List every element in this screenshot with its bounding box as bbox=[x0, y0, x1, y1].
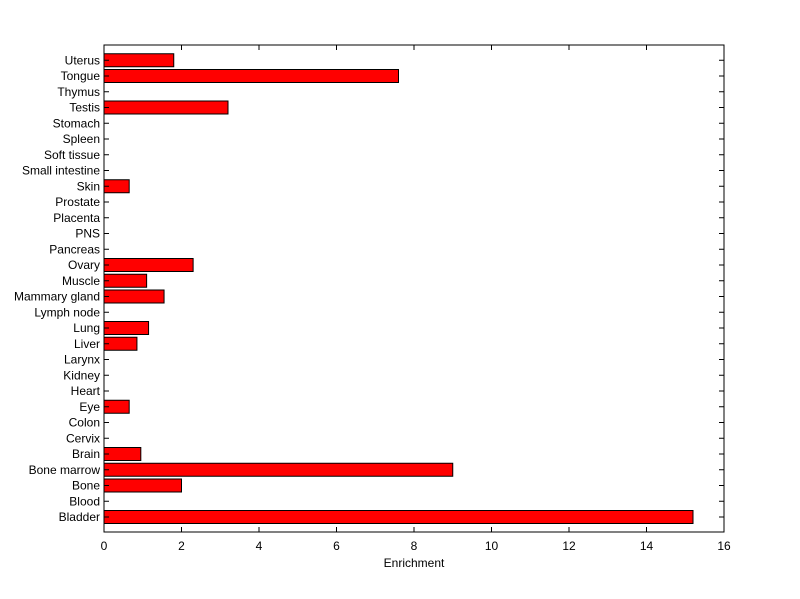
x-tick-label: 2 bbox=[178, 539, 185, 553]
bar-muscle bbox=[103, 273, 148, 288]
y-tick-label: Bladder bbox=[59, 510, 100, 524]
x-tick-label: 4 bbox=[256, 539, 263, 553]
y-tick-label: Liver bbox=[74, 337, 100, 351]
y-tick-label: Bone bbox=[72, 479, 100, 493]
y-tick-label: Cervix bbox=[66, 431, 100, 445]
bar-brain bbox=[103, 447, 142, 461]
x-tick-label: 16 bbox=[717, 539, 731, 553]
x-axis-label: Enrichment bbox=[384, 556, 445, 570]
bar-ovary bbox=[103, 258, 194, 272]
y-tick-label: Kidney bbox=[63, 368, 100, 382]
y-tick-label: Eye bbox=[79, 400, 100, 414]
bar-tongue bbox=[103, 69, 399, 83]
plot-area bbox=[104, 45, 724, 532]
y-tick-label: Brain bbox=[72, 447, 100, 461]
y-tick-label: Testis bbox=[69, 101, 100, 115]
y-tick-label: Skin bbox=[77, 179, 100, 193]
bar-bladder bbox=[103, 510, 694, 524]
y-tick-label: Stomach bbox=[53, 116, 100, 130]
y-tick-label: Spleen bbox=[63, 132, 100, 146]
y-tick-label: Bone marrow bbox=[29, 463, 101, 477]
y-tick-label: Lung bbox=[73, 321, 100, 335]
bar-uterus bbox=[103, 53, 175, 68]
x-tick-label: 10 bbox=[485, 539, 499, 553]
x-tick-label: 6 bbox=[333, 539, 340, 553]
y-tick-label: Thymus bbox=[57, 85, 100, 99]
bar-testis bbox=[103, 100, 229, 115]
y-tick-label: Colon bbox=[69, 416, 100, 430]
y-tick-label: Mammary gland bbox=[14, 290, 100, 304]
y-tick-label: Heart bbox=[71, 384, 101, 398]
y-tick-label: Pancreas bbox=[49, 242, 100, 256]
bar-mammary-gland bbox=[103, 289, 165, 304]
y-tick-label: Uterus bbox=[65, 53, 100, 67]
y-tick-label: Prostate bbox=[55, 195, 100, 209]
y-tick-label: Larynx bbox=[64, 353, 100, 367]
bar-bone-marrow bbox=[103, 462, 454, 477]
bar-lung bbox=[103, 321, 150, 335]
y-tick-label: PNS bbox=[75, 227, 100, 241]
y-tick-label: Blood bbox=[69, 494, 100, 508]
x-tick-label: 8 bbox=[411, 539, 418, 553]
y-tick-label: Small intestine bbox=[22, 164, 100, 178]
bar-bone bbox=[103, 478, 182, 493]
y-tick-label: Lymph node bbox=[34, 305, 100, 319]
y-tick-label: Soft tissue bbox=[44, 148, 100, 162]
x-tick-label: 0 bbox=[101, 539, 108, 553]
plot-frame bbox=[103, 44, 725, 533]
y-tick-label: Ovary bbox=[68, 258, 100, 272]
y-tick-label: Muscle bbox=[62, 274, 100, 288]
x-tick-label: 14 bbox=[640, 539, 654, 553]
y-tick-label: Tongue bbox=[61, 69, 101, 83]
x-axis-ticks: 0 2 4 6 8 10 12 14 16 bbox=[101, 45, 731, 553]
y-tick-label: Placenta bbox=[53, 211, 100, 225]
x-tick-label: 12 bbox=[562, 539, 576, 553]
